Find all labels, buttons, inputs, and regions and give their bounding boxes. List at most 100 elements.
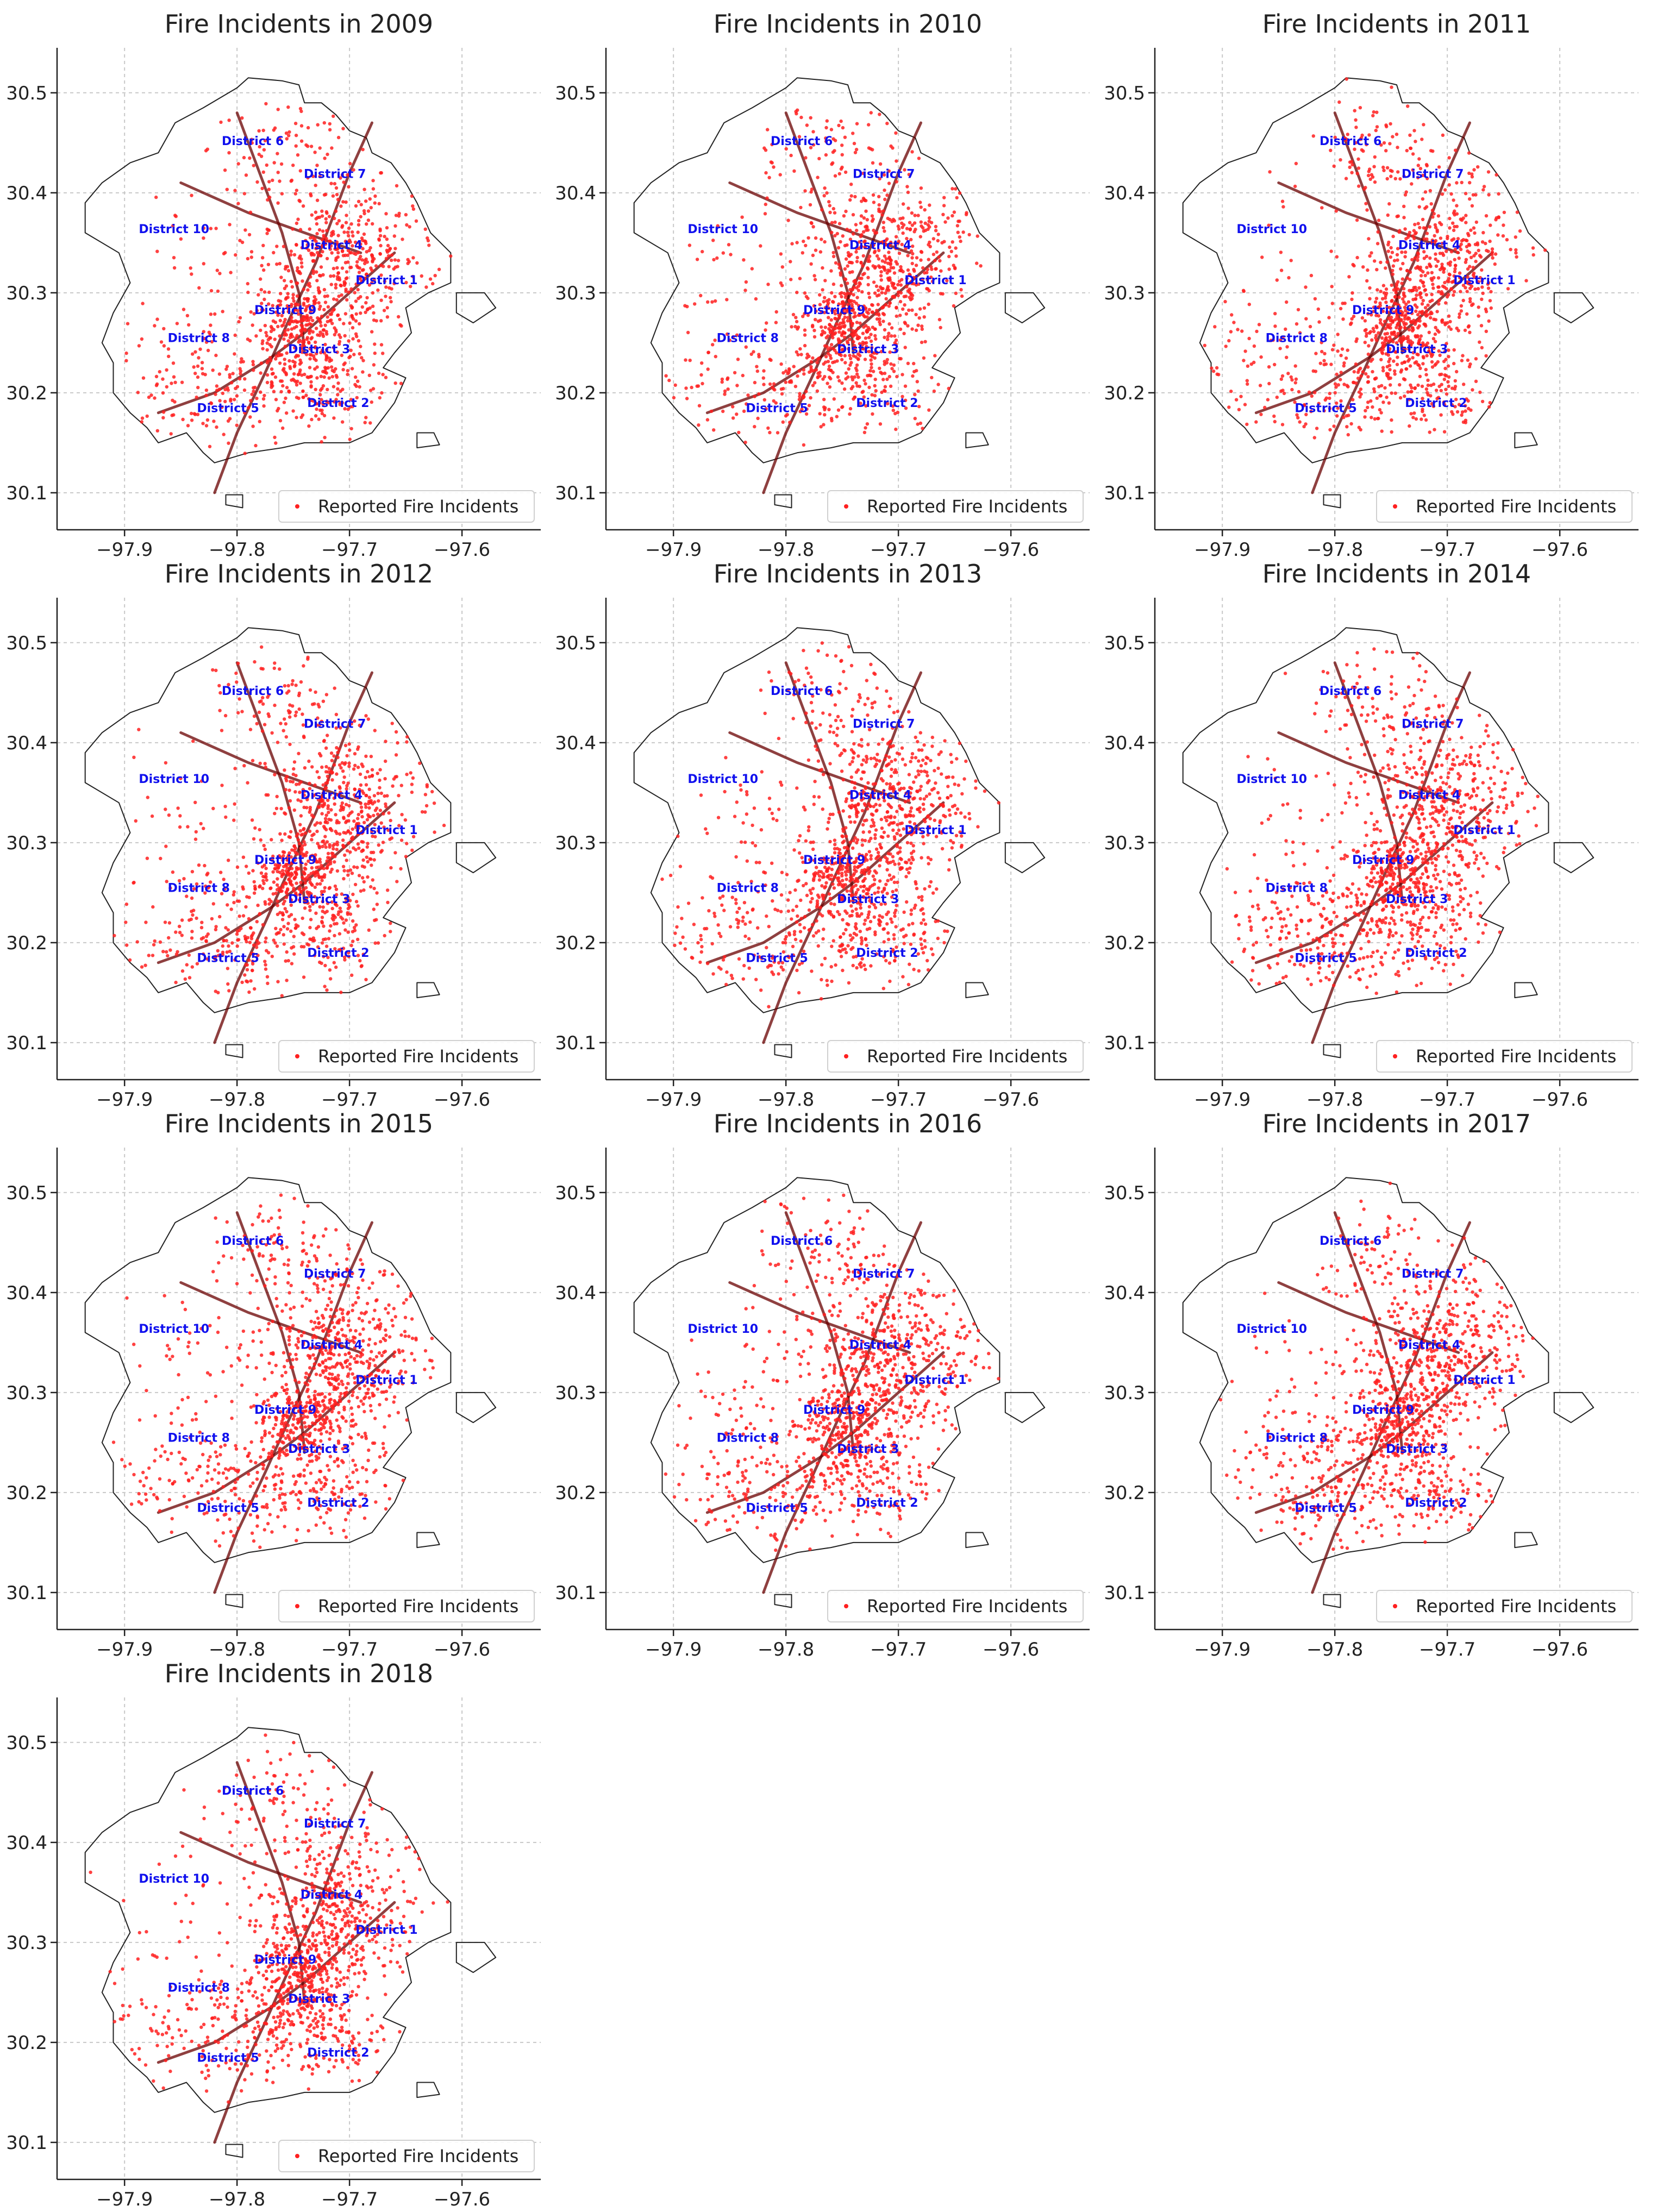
incident-point: [246, 980, 249, 984]
incident-point: [207, 885, 211, 888]
incident-point: [1467, 324, 1471, 328]
incident-point: [809, 116, 812, 120]
incident-point: [903, 384, 908, 388]
incident-point: [337, 340, 342, 343]
incident-point: [261, 170, 265, 174]
incident-point: [379, 319, 383, 323]
incident-point: [795, 291, 799, 294]
incident-point: [311, 271, 315, 275]
incident-point: [278, 334, 282, 338]
incident-point: [274, 926, 278, 930]
incident-point: [855, 363, 859, 367]
incident-point: [1459, 242, 1463, 246]
incident-point: [915, 256, 919, 260]
incident-point: [837, 302, 841, 306]
incident-point: [172, 256, 176, 260]
incident-point: [323, 886, 327, 889]
incident-point: [911, 252, 915, 256]
incident-point: [772, 165, 776, 169]
incident-point: [814, 236, 818, 240]
incident-point: [866, 275, 870, 279]
incident-point: [1224, 344, 1228, 348]
incident-point: [1369, 399, 1373, 403]
incident-point: [382, 812, 385, 816]
incident-point: [202, 236, 205, 240]
incident-point: [348, 405, 352, 409]
incident-point: [1330, 285, 1334, 289]
incident-point: [328, 968, 332, 972]
incident-point: [350, 367, 354, 371]
incident-point: [393, 851, 397, 855]
incident-point: [1376, 230, 1380, 234]
incident-point: [750, 267, 754, 271]
incident-point: [1400, 277, 1405, 281]
incident-point: [193, 372, 197, 375]
incident-point: [187, 953, 191, 957]
incident-point: [273, 435, 277, 440]
incident-point: [912, 282, 916, 286]
incident-point: [908, 272, 911, 276]
incident-point: [199, 937, 204, 941]
incident-point: [1440, 372, 1443, 377]
incident-point: [1368, 167, 1372, 171]
incident-point: [223, 887, 227, 891]
incident-point: [1453, 405, 1457, 409]
incident-point: [1332, 164, 1336, 168]
incident-point: [843, 315, 847, 319]
panel-title: Fire Incidents in 2011: [1262, 9, 1531, 39]
incident-point: [744, 345, 748, 349]
incident-point: [838, 339, 842, 343]
district-label: District 3: [288, 343, 350, 356]
incident-point: [211, 902, 215, 906]
incident-point: [1356, 157, 1360, 161]
incident-point: [322, 889, 326, 893]
incident-point: [245, 963, 249, 967]
legend-marker: [295, 1054, 299, 1058]
incident-point: [314, 402, 317, 406]
incident-point: [1383, 339, 1387, 342]
incident-point: [1416, 255, 1420, 259]
incident-point: [705, 418, 710, 422]
incident-point: [171, 361, 176, 365]
incident-point: [809, 221, 813, 225]
incident-point: [291, 335, 295, 339]
incident-point: [803, 189, 807, 193]
incident-point: [291, 377, 295, 381]
incident-point: [848, 407, 853, 411]
incident-point: [720, 377, 724, 381]
incident-point: [873, 891, 877, 895]
incident-point: [1408, 398, 1411, 402]
incident-point: [376, 792, 380, 795]
incident-point: [1335, 372, 1339, 377]
incident-point: [1382, 141, 1386, 145]
incident-point: [316, 216, 320, 220]
incident-point: [426, 239, 430, 242]
incident-point: [315, 164, 319, 167]
incident-point: [339, 790, 342, 794]
incident-point: [294, 894, 298, 898]
incident-point: [849, 299, 854, 303]
y-tick-label: 30.2: [1104, 383, 1145, 404]
y-tick-label: 30.5: [6, 632, 47, 654]
incident-point: [292, 326, 296, 330]
incident-point: [1400, 281, 1404, 285]
incident-point: [1422, 322, 1426, 326]
incident-point: [288, 710, 292, 714]
incident-point: [1215, 372, 1219, 376]
incident-point: [1453, 224, 1456, 229]
incident-point: [914, 312, 918, 317]
incident-point: [325, 256, 329, 261]
incident-point: [1471, 388, 1474, 392]
incident-point: [1360, 148, 1364, 152]
incident-point: [768, 382, 772, 386]
incident-point: [1387, 377, 1391, 380]
incident-point: [866, 781, 870, 785]
incident-point: [909, 237, 913, 242]
incident-point: [909, 841, 913, 845]
incident-point: [1413, 256, 1417, 260]
incident-point: [360, 305, 364, 309]
incident-point: [388, 837, 392, 841]
incident-point: [221, 950, 225, 954]
incident-point: [358, 266, 361, 270]
incident-point: [263, 139, 267, 142]
